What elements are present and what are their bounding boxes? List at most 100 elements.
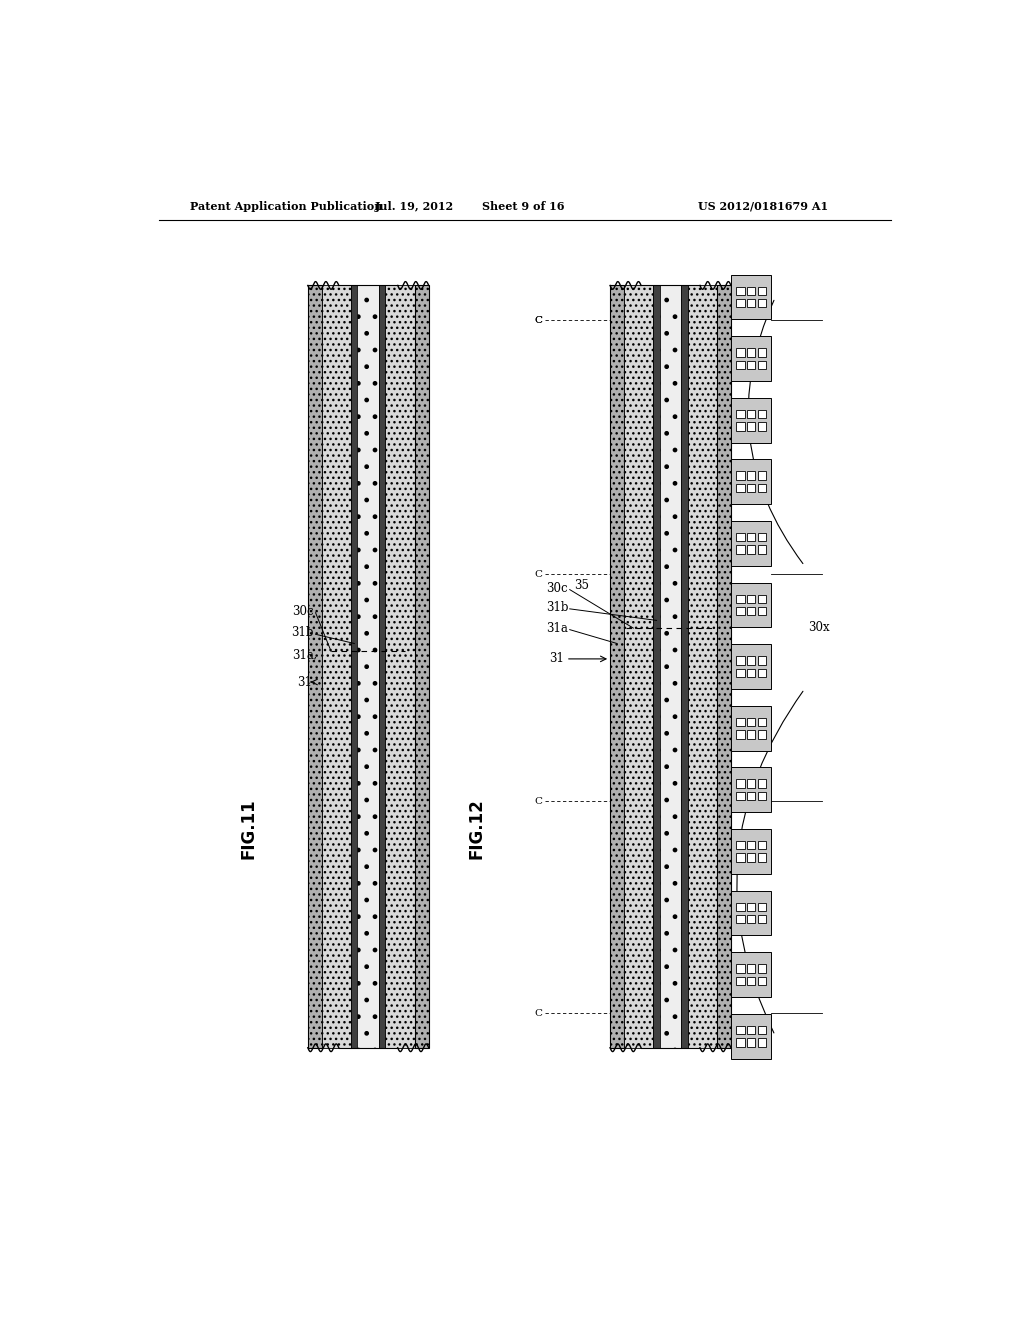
- Bar: [758, 348, 766, 356]
- Bar: [659, 285, 681, 1048]
- Bar: [736, 298, 744, 308]
- Bar: [385, 285, 415, 1048]
- Text: Patent Application Publication: Patent Application Publication: [190, 201, 382, 211]
- Bar: [758, 853, 766, 862]
- Bar: [731, 644, 771, 689]
- Bar: [758, 533, 766, 541]
- Bar: [731, 952, 771, 997]
- Bar: [746, 607, 756, 615]
- Bar: [746, 730, 756, 739]
- Bar: [736, 483, 744, 492]
- Bar: [731, 275, 771, 319]
- Bar: [758, 594, 766, 603]
- Bar: [736, 607, 744, 615]
- Bar: [746, 483, 756, 492]
- Text: 31: 31: [549, 652, 563, 665]
- Text: C: C: [535, 570, 543, 578]
- Bar: [736, 841, 744, 850]
- Text: FIG.11: FIG.11: [240, 799, 257, 858]
- Bar: [610, 285, 624, 1048]
- Text: US 2012/0181679 A1: US 2012/0181679 A1: [698, 201, 828, 211]
- Bar: [415, 285, 429, 1048]
- Bar: [736, 1038, 744, 1047]
- Text: FIG.12: FIG.12: [468, 797, 485, 859]
- Text: Sheet 9 of 16: Sheet 9 of 16: [482, 201, 564, 211]
- Bar: [736, 853, 744, 862]
- Bar: [746, 656, 756, 665]
- Bar: [758, 841, 766, 850]
- Bar: [758, 298, 766, 308]
- Bar: [351, 285, 357, 1048]
- Bar: [758, 668, 766, 677]
- Bar: [746, 977, 756, 985]
- Bar: [736, 409, 744, 418]
- Bar: [746, 1038, 756, 1047]
- Bar: [736, 533, 744, 541]
- Text: C: C: [535, 315, 543, 325]
- Bar: [736, 360, 744, 370]
- Bar: [731, 521, 771, 566]
- Bar: [746, 668, 756, 677]
- Bar: [736, 779, 744, 788]
- Bar: [758, 409, 766, 418]
- Bar: [736, 594, 744, 603]
- Bar: [746, 533, 756, 541]
- Bar: [717, 285, 731, 1048]
- Bar: [758, 977, 766, 985]
- Bar: [736, 915, 744, 924]
- Bar: [687, 285, 717, 1048]
- Text: 31: 31: [297, 676, 311, 689]
- Text: 31b: 31b: [292, 626, 314, 639]
- Bar: [746, 409, 756, 418]
- Bar: [624, 285, 653, 1048]
- Bar: [736, 730, 744, 739]
- Bar: [746, 471, 756, 480]
- Bar: [731, 891, 771, 936]
- Bar: [731, 706, 771, 751]
- Bar: [758, 471, 766, 480]
- Bar: [736, 792, 744, 800]
- Bar: [746, 915, 756, 924]
- Bar: [736, 348, 744, 356]
- Bar: [758, 964, 766, 973]
- Bar: [736, 903, 744, 911]
- Bar: [758, 607, 766, 615]
- Bar: [746, 964, 756, 973]
- Text: C: C: [535, 797, 543, 805]
- Text: 30c: 30c: [547, 582, 568, 594]
- Bar: [746, 792, 756, 800]
- Bar: [758, 718, 766, 726]
- Bar: [758, 792, 766, 800]
- Bar: [308, 285, 322, 1048]
- Bar: [758, 656, 766, 665]
- Bar: [736, 718, 744, 726]
- Bar: [758, 1026, 766, 1035]
- Bar: [731, 1014, 771, 1059]
- Text: 31b: 31b: [546, 601, 568, 614]
- Bar: [379, 285, 385, 1048]
- Bar: [322, 285, 351, 1048]
- Bar: [746, 545, 756, 554]
- Bar: [731, 337, 771, 381]
- Text: Jul. 19, 2012: Jul. 19, 2012: [375, 201, 455, 211]
- Text: C: C: [535, 315, 543, 325]
- Bar: [746, 853, 756, 862]
- Bar: [746, 348, 756, 356]
- Bar: [758, 286, 766, 296]
- Bar: [357, 285, 379, 1048]
- Bar: [758, 915, 766, 924]
- Bar: [758, 422, 766, 430]
- Bar: [758, 545, 766, 554]
- Bar: [758, 730, 766, 739]
- Bar: [758, 483, 766, 492]
- Bar: [746, 718, 756, 726]
- Bar: [746, 422, 756, 430]
- Text: 31a: 31a: [547, 622, 568, 635]
- Bar: [746, 1026, 756, 1035]
- Text: 30x: 30x: [809, 620, 830, 634]
- Bar: [746, 594, 756, 603]
- Bar: [736, 471, 744, 480]
- Bar: [731, 829, 771, 874]
- Bar: [681, 285, 687, 1048]
- Bar: [736, 964, 744, 973]
